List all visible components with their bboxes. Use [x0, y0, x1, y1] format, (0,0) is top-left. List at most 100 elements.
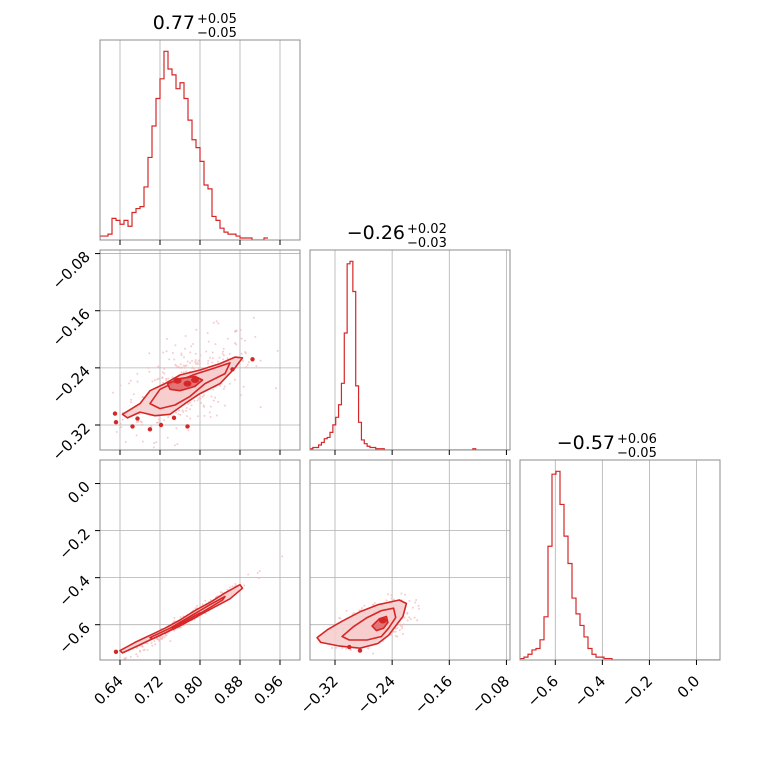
contour-island-1	[357, 648, 363, 653]
sample-point	[201, 603, 204, 606]
sample-point	[146, 642, 149, 645]
sample-point	[353, 611, 356, 614]
hist-panel-0: 0.77 +0.05−0.05	[99, 12, 301, 245]
contour-island-0	[113, 649, 119, 654]
sample-point	[201, 395, 204, 398]
sample-point	[141, 440, 144, 443]
sample-point	[246, 363, 249, 366]
hist-frame-1	[309, 249, 511, 451]
sample-point	[242, 385, 245, 388]
sample-point	[411, 606, 414, 609]
x-tick-label-p2-1: −0.4	[571, 672, 609, 710]
sample-point	[338, 616, 341, 619]
sample-point	[194, 362, 197, 365]
sample-point	[199, 354, 202, 357]
sample-point	[155, 441, 158, 444]
joint-panel-2: −0.32 −0.24 −0.16 −0.08	[297, 459, 513, 717]
sample-point	[196, 399, 199, 402]
sample-point	[202, 394, 205, 397]
sample-point	[212, 321, 215, 324]
sample-point	[158, 421, 161, 424]
sample-point	[228, 352, 231, 355]
sample-point	[177, 413, 180, 416]
sample-point	[181, 409, 184, 412]
sample-point	[256, 571, 259, 574]
sample-point	[345, 609, 348, 612]
y-tick-label-p2-0: −0.6	[55, 619, 93, 657]
sample-point	[331, 647, 334, 650]
title-median-1: −0.26	[347, 222, 405, 244]
sample-point	[226, 588, 229, 591]
sample-point	[259, 406, 262, 409]
title-plus-0: +0.05	[197, 12, 237, 27]
x-tick-label-p0-4: 0.96	[250, 672, 286, 708]
sample-point	[402, 623, 405, 626]
sample-point	[165, 337, 168, 340]
x-tick-label-p2-0: −0.6	[524, 672, 562, 710]
sample-point	[184, 409, 187, 412]
sample-point	[243, 339, 246, 342]
sample-point	[182, 371, 185, 374]
hist-frame-2	[519, 459, 721, 661]
sample-point	[189, 351, 192, 354]
sample-point	[240, 337, 243, 340]
sample-point	[147, 366, 150, 369]
contour-island-0	[112, 411, 118, 416]
sample-point	[195, 328, 198, 331]
sample-point	[152, 446, 155, 449]
sample-point	[183, 366, 186, 369]
sample-point	[194, 352, 197, 355]
sample-point	[401, 625, 404, 628]
contour-core-0	[173, 377, 182, 384]
sample-point	[214, 343, 217, 346]
sample-point	[217, 322, 220, 325]
sample-point	[211, 357, 214, 360]
histogram-step-2	[520, 470, 720, 660]
sample-point	[243, 584, 246, 587]
sample-point	[197, 367, 200, 370]
sample-point	[137, 420, 140, 423]
hist-title-0: 0.77 +0.05−0.05	[153, 12, 237, 41]
x-tick-label-p0-0: 0.64	[90, 672, 126, 708]
sample-point	[212, 388, 215, 391]
sample-point	[188, 623, 191, 626]
sample-point	[203, 414, 206, 417]
sample-point	[226, 357, 229, 360]
sample-point	[373, 602, 376, 605]
sample-point	[345, 647, 348, 650]
sample-point	[158, 639, 161, 642]
sample-point	[200, 402, 203, 405]
sample-point	[179, 363, 182, 366]
x-tick-label-p2-2: −0.2	[618, 672, 656, 710]
sample-point	[151, 380, 154, 383]
sample-point	[197, 359, 200, 362]
sample-point	[162, 351, 165, 354]
sample-point	[228, 586, 231, 589]
sample-point	[190, 404, 193, 407]
sample-point	[180, 352, 183, 355]
sample-point	[202, 404, 205, 407]
sample-point	[177, 365, 180, 368]
y-tick-label-p1-0: −0.32	[49, 419, 94, 464]
sample-point	[180, 626, 183, 629]
sample-point	[141, 645, 144, 648]
sample-point	[211, 361, 214, 364]
sample-point	[73, 406, 75, 408]
sample-point	[235, 329, 238, 332]
sample-point	[244, 352, 247, 355]
sample-point	[205, 350, 208, 353]
sample-point	[361, 607, 364, 610]
sample-point	[180, 371, 183, 374]
sample-point	[396, 626, 399, 629]
sample-point	[139, 420, 142, 423]
contour-island-6	[171, 415, 177, 421]
sample-point	[215, 414, 218, 417]
sample-point	[195, 604, 198, 607]
sample-point	[185, 406, 188, 409]
sample-point	[394, 630, 397, 633]
sample-point	[162, 381, 165, 384]
sample-point	[209, 415, 212, 418]
sample-point	[163, 419, 166, 422]
sample-point	[173, 620, 176, 623]
sample-point	[415, 598, 418, 601]
